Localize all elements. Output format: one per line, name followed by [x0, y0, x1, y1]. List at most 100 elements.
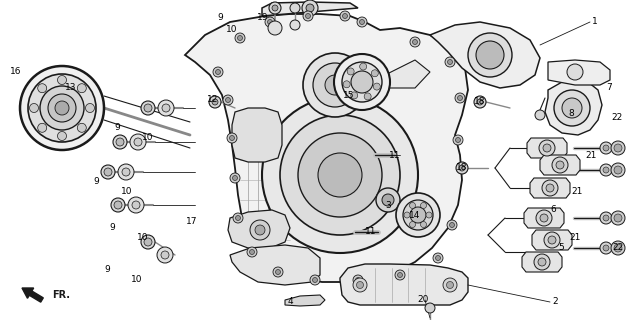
Circle shape — [347, 68, 354, 75]
Circle shape — [538, 258, 546, 266]
PathPatch shape — [262, 2, 358, 16]
Circle shape — [28, 74, 96, 142]
Circle shape — [476, 41, 504, 69]
Circle shape — [77, 84, 86, 93]
Text: 13: 13 — [65, 84, 77, 92]
Circle shape — [262, 97, 418, 253]
Circle shape — [355, 277, 360, 283]
Circle shape — [162, 104, 170, 112]
PathPatch shape — [232, 108, 282, 162]
Circle shape — [397, 273, 403, 277]
Circle shape — [410, 37, 420, 47]
Circle shape — [58, 76, 67, 84]
Circle shape — [247, 247, 257, 257]
Circle shape — [268, 20, 273, 25]
Circle shape — [275, 269, 280, 275]
Circle shape — [38, 123, 47, 132]
Circle shape — [544, 232, 560, 248]
Circle shape — [404, 212, 410, 218]
Text: 11: 11 — [389, 150, 401, 159]
Text: 18: 18 — [456, 164, 468, 172]
Circle shape — [535, 110, 545, 120]
Circle shape — [433, 253, 443, 263]
Circle shape — [534, 254, 550, 270]
Circle shape — [342, 13, 348, 19]
Circle shape — [600, 164, 612, 176]
Text: 9: 9 — [109, 223, 115, 233]
Circle shape — [542, 180, 558, 196]
Circle shape — [353, 275, 363, 285]
Circle shape — [141, 101, 155, 115]
Circle shape — [552, 157, 568, 173]
Circle shape — [410, 207, 426, 223]
Circle shape — [272, 5, 278, 11]
Text: 18: 18 — [474, 98, 486, 107]
Circle shape — [55, 101, 69, 115]
Circle shape — [455, 93, 465, 103]
Circle shape — [371, 70, 378, 77]
Circle shape — [357, 17, 367, 27]
Text: 6: 6 — [550, 205, 556, 214]
Circle shape — [343, 81, 350, 88]
Circle shape — [614, 144, 622, 152]
Circle shape — [227, 133, 237, 143]
Circle shape — [360, 20, 365, 25]
Circle shape — [225, 98, 230, 102]
Circle shape — [144, 238, 152, 246]
Circle shape — [376, 188, 400, 212]
Circle shape — [122, 168, 130, 176]
Circle shape — [40, 86, 84, 130]
Circle shape — [312, 277, 317, 283]
Circle shape — [539, 140, 555, 156]
Circle shape — [425, 303, 435, 313]
Text: 1: 1 — [592, 18, 598, 27]
Circle shape — [236, 215, 241, 220]
Circle shape — [48, 94, 76, 122]
Circle shape — [298, 133, 382, 217]
PathPatch shape — [532, 230, 572, 250]
Circle shape — [614, 244, 622, 252]
Circle shape — [543, 144, 551, 152]
Circle shape — [334, 54, 390, 110]
Circle shape — [351, 92, 358, 99]
Circle shape — [443, 278, 457, 292]
Circle shape — [158, 100, 174, 116]
Circle shape — [373, 83, 380, 90]
Circle shape — [268, 21, 282, 35]
Text: 10: 10 — [227, 26, 237, 35]
PathPatch shape — [548, 60, 610, 85]
Circle shape — [403, 200, 433, 230]
Circle shape — [477, 99, 483, 105]
Circle shape — [290, 20, 300, 30]
PathPatch shape — [430, 22, 540, 88]
Circle shape — [603, 215, 609, 221]
Circle shape — [318, 153, 362, 197]
Text: 11: 11 — [365, 228, 377, 236]
Circle shape — [325, 75, 345, 95]
Circle shape — [353, 278, 367, 292]
Circle shape — [556, 161, 564, 169]
Circle shape — [567, 64, 583, 80]
Text: 9: 9 — [104, 266, 110, 275]
Circle shape — [230, 173, 240, 183]
Circle shape — [250, 250, 255, 254]
Circle shape — [232, 175, 237, 180]
Text: 8: 8 — [568, 108, 574, 117]
Circle shape — [611, 163, 625, 177]
Circle shape — [453, 135, 463, 145]
Circle shape — [413, 39, 417, 44]
Circle shape — [611, 141, 625, 155]
Circle shape — [536, 210, 552, 226]
PathPatch shape — [340, 264, 468, 305]
Circle shape — [449, 222, 454, 228]
Text: 9: 9 — [114, 124, 120, 132]
Circle shape — [20, 66, 104, 150]
Circle shape — [157, 247, 173, 263]
Circle shape — [396, 193, 440, 237]
Circle shape — [130, 134, 146, 150]
Circle shape — [255, 225, 265, 235]
Circle shape — [410, 221, 415, 228]
Circle shape — [303, 53, 367, 117]
Circle shape — [134, 138, 142, 146]
Text: 17: 17 — [186, 218, 198, 227]
